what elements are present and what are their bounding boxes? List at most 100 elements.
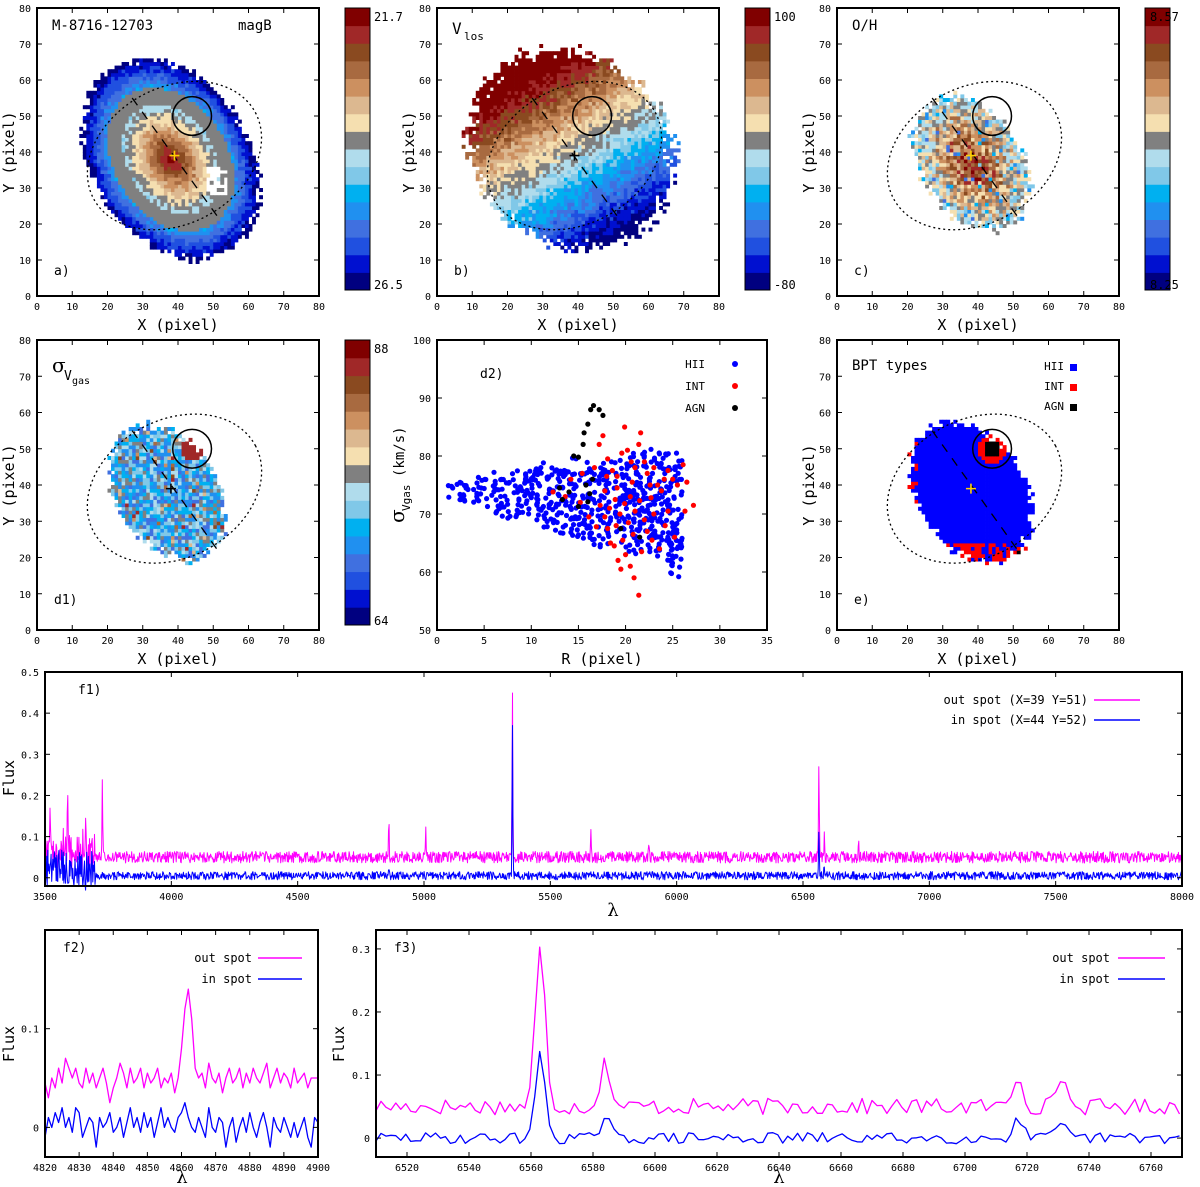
map-pixel [949, 119, 954, 124]
map-pixel [206, 98, 211, 102]
map-pixel [156, 191, 161, 196]
map-pixel [107, 98, 112, 102]
map-pixel [659, 155, 663, 160]
map-pixel [666, 159, 671, 164]
map-pixel [585, 198, 589, 203]
map-pixel [486, 126, 491, 131]
map-pixel [185, 87, 189, 92]
map-pixel [581, 198, 586, 203]
map-pixel [563, 152, 568, 156]
map-pixel [160, 234, 165, 239]
map-pixel [500, 202, 505, 207]
map-pixel [616, 184, 621, 189]
map-pixel [549, 105, 554, 110]
map-pixel [118, 162, 122, 167]
map-pixel [599, 234, 604, 239]
map-pixel [542, 126, 547, 131]
map-pixel [644, 148, 649, 153]
map-pixel [613, 94, 618, 99]
map-pixel [223, 195, 228, 200]
map-pixel [641, 206, 646, 210]
map-pixel [156, 220, 161, 225]
map-pixel [602, 65, 607, 70]
map-pixel [142, 191, 147, 196]
map-pixel [185, 188, 189, 192]
map-pixel [928, 112, 933, 117]
map-pixel [107, 101, 112, 106]
map-pixel [472, 155, 477, 160]
map-pixel [609, 216, 614, 221]
map-pixel [209, 144, 214, 149]
map-pixel [121, 213, 126, 218]
map-pixel [199, 245, 204, 250]
map-pixel [181, 105, 186, 110]
map-pixel [500, 206, 505, 210]
map-pixel [153, 184, 158, 189]
map-pixel [942, 198, 947, 203]
map-pixel [563, 216, 568, 221]
map-pixel [181, 83, 186, 88]
map-pixel [107, 177, 112, 182]
map-pixel [578, 58, 582, 63]
map-pixel [163, 108, 168, 113]
map-pixel [578, 105, 582, 110]
map-pixel [503, 159, 508, 164]
map-pixel [121, 108, 126, 113]
map-pixel [535, 134, 540, 138]
map-pixel [234, 144, 239, 149]
map-pixel [199, 177, 204, 182]
map-pixel [142, 234, 147, 239]
map-pixel [248, 148, 253, 153]
map-pixel [655, 188, 660, 192]
map-pixel [609, 152, 614, 156]
map-pixel [496, 144, 501, 149]
map-pixel [206, 198, 211, 203]
map-pixel [149, 224, 154, 228]
map-pixel [518, 83, 522, 88]
map-pixel [588, 72, 593, 77]
map-pixel [535, 220, 540, 225]
colorbar-step [745, 8, 770, 27]
map-pixel [521, 69, 526, 74]
map-pixel [174, 242, 179, 246]
map-pixel [942, 155, 947, 160]
map-pixel [503, 166, 508, 171]
map-pixel [174, 112, 179, 117]
map-pixel [581, 65, 586, 70]
map-pixel [167, 195, 172, 200]
map-pixel [560, 112, 565, 117]
map-pixel [620, 80, 625, 84]
map-pixel [227, 245, 232, 250]
map-pixel [946, 162, 951, 167]
map-pixel [652, 152, 656, 156]
map-pixel [925, 166, 930, 171]
map-pixel [652, 112, 656, 117]
map-pixel [493, 180, 498, 185]
map-pixel [514, 130, 519, 135]
map-pixel [655, 162, 660, 167]
map-pixel [493, 173, 498, 178]
map-pixel [248, 180, 253, 185]
map-pixel [500, 195, 505, 200]
map-pixel [199, 195, 204, 200]
map-pixel [93, 137, 98, 142]
map-pixel [602, 162, 607, 167]
map-pixel [167, 80, 172, 84]
map-pixel [500, 170, 505, 174]
map-pixel [153, 134, 158, 138]
map-pixel [620, 105, 625, 110]
map-pixel [525, 98, 530, 102]
map-pixel [178, 72, 182, 77]
map-pixel [585, 101, 589, 106]
map-pixel [167, 177, 172, 182]
map-pixel [234, 116, 239, 120]
map-pixel [118, 94, 122, 99]
map-pixel [602, 180, 607, 185]
map-pixel [648, 101, 653, 106]
map-pixel [606, 126, 611, 131]
map-pixel [153, 101, 158, 106]
map-pixel [609, 231, 614, 236]
map-pixel [953, 188, 958, 192]
map-pixel [507, 177, 512, 182]
map-pixel [489, 170, 494, 174]
